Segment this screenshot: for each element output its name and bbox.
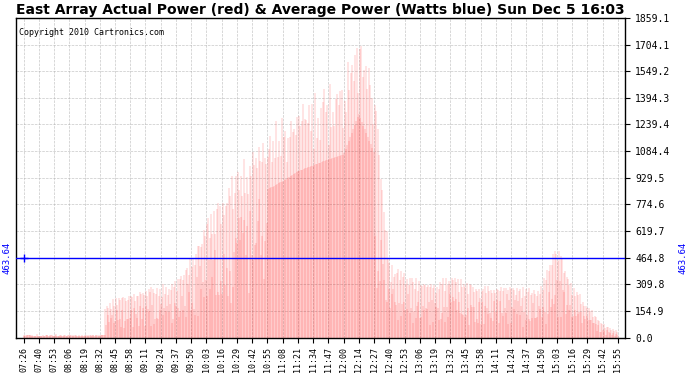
Text: 463.64: 463.64 (3, 242, 12, 274)
Title: East Array Actual Power (red) & Average Power (Watts blue) Sun Dec 5 16:03: East Array Actual Power (red) & Average … (17, 3, 625, 17)
Text: Copyright 2010 Cartronics.com: Copyright 2010 Cartronics.com (19, 27, 164, 36)
Text: 463.64: 463.64 (678, 242, 687, 274)
